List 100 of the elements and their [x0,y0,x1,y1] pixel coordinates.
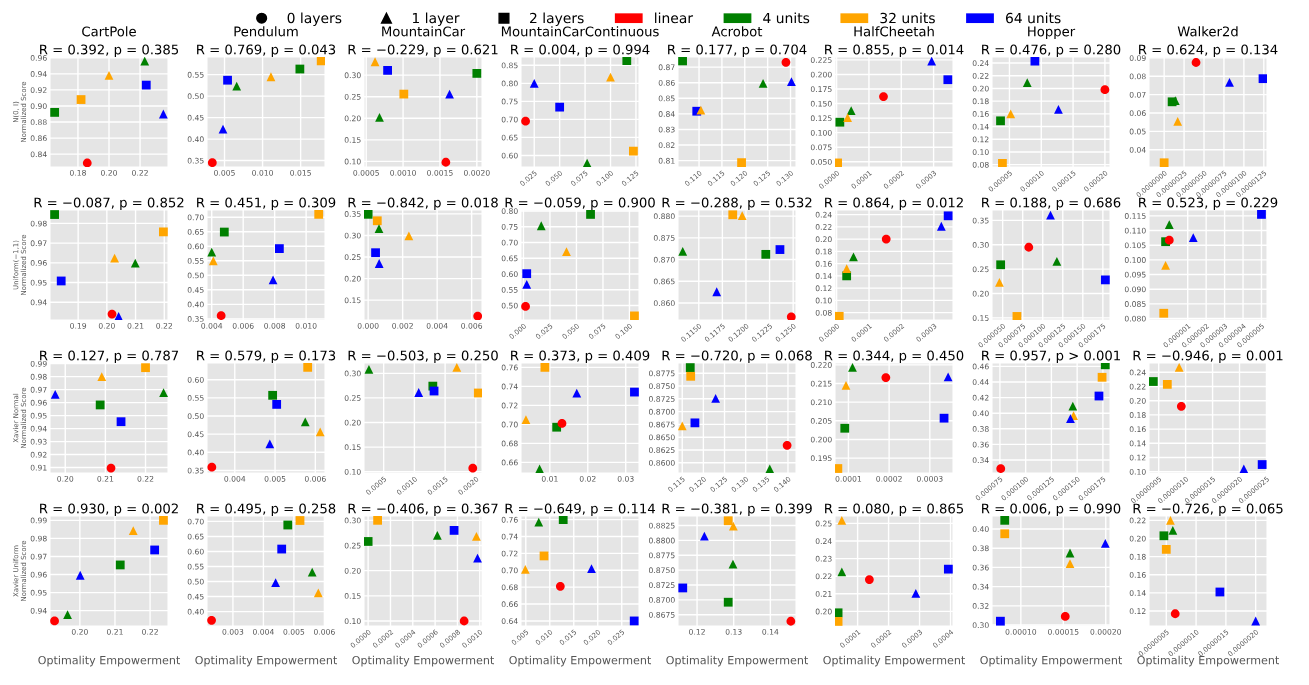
point [468,463,478,473]
point [375,113,384,122]
chart-subtitle: R = 0.769, p = 0.043 [197,44,336,57]
point [586,210,595,219]
point [208,256,218,266]
point [761,249,771,259]
point [943,564,953,574]
point [686,371,696,381]
point [1164,235,1174,245]
point [562,247,571,256]
point [678,57,687,66]
point [472,69,482,78]
point [1161,261,1170,270]
point [1012,312,1022,320]
point [848,363,857,372]
point [432,531,442,540]
point [207,158,217,167]
chart-subtitle: R = −0.406, p = 0.367 [348,503,498,516]
point [1060,612,1070,621]
x-axis-title: Optimality Empowerment [823,655,966,667]
point [295,516,305,525]
point [141,80,151,90]
point [207,462,217,472]
point [837,516,847,525]
chart-title: CartPole [82,26,136,37]
point [50,210,59,219]
chart-subtitle: R = −0.649, p = 0.114 [505,503,655,516]
point [1258,74,1267,84]
point [835,311,844,320]
point [728,210,738,220]
point [1164,220,1174,230]
point [1066,414,1075,424]
point [943,372,953,382]
point [837,567,847,577]
chart-subtitle: R = 0.495, p = 0.258 [197,503,336,516]
point [1000,529,1010,539]
point [1022,78,1032,88]
point [364,210,373,219]
chart-subtitle: R = 0.006, p = 0.990 [982,503,1121,516]
chart-subtitle: R = 0.855, p = 0.014 [825,44,964,57]
chart-subtitle: R = −0.288, p = 0.532 [662,197,812,210]
point [835,158,842,167]
point [786,616,796,626]
point [300,417,310,427]
chart-subtitle: R = −0.842, p = 0.018 [348,197,498,210]
point [1176,401,1186,411]
legend-label: 2 layers [530,12,584,26]
point [449,526,459,535]
point [843,113,852,122]
chart-subtitle: R = 0.392, p = 0.385 [40,44,179,57]
point [723,597,733,607]
point [95,400,105,410]
chart-title: Walker2d [1177,26,1238,37]
point [268,275,278,285]
point [283,520,293,530]
chart-subtitle: R = −0.229, p = 0.621 [348,44,498,57]
point [399,89,409,99]
chart-subtitle: R = 0.930, p = 0.002 [40,503,178,516]
point [841,380,851,390]
point [223,75,232,85]
point [1149,377,1158,386]
chart-subtitle: R = 0.624, p = 0.134 [1139,44,1278,57]
point [116,417,126,427]
point [555,581,565,591]
point [995,277,1004,287]
point [629,616,639,626]
point [936,221,946,231]
point [219,227,229,237]
x-axis-title: Optimality Empowerment [1137,655,1280,667]
point [1000,516,1010,525]
point [472,532,481,541]
point [835,464,843,473]
point [371,248,380,258]
point [314,210,324,219]
point [159,388,168,397]
point [881,373,891,382]
point [835,117,845,127]
chart-title: MountainCar [382,26,466,37]
chart-subtitle: R = 0.188, p = 0.686 [982,197,1121,210]
chart-subtitle: R = −0.720, p = 0.068 [662,350,812,363]
point [1257,210,1266,219]
point [313,588,323,598]
point [535,464,544,473]
point [1159,308,1169,318]
point [1054,105,1063,114]
point [534,517,544,527]
point [473,388,482,398]
point [690,418,700,428]
point [128,526,138,536]
point [1100,85,1110,95]
point [1065,559,1075,568]
point [996,464,1006,473]
point [373,516,383,525]
point [927,57,937,66]
chart-subtitle: R = −0.503, p = 0.250 [348,350,498,363]
point [787,77,796,87]
point [781,57,791,67]
chart-subtitle: R = 0.864, p = 0.012 [825,197,963,210]
point [699,531,709,541]
point [1161,544,1171,554]
